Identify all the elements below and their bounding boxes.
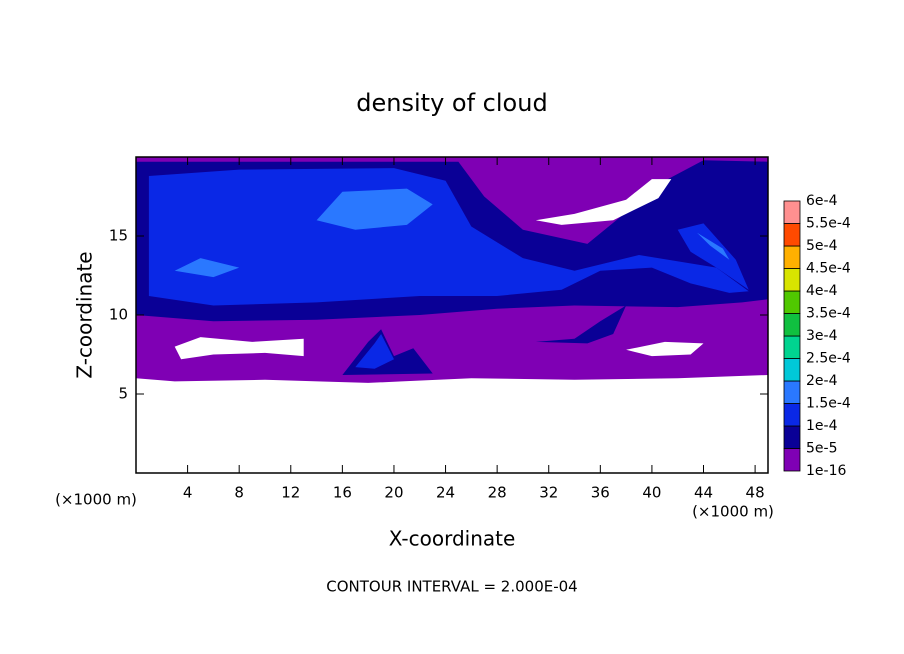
no-data — [626, 341, 704, 357]
y-tick-label: 10 — [109, 306, 128, 324]
colorbar-box — [783, 200, 801, 224]
colorbar-box — [783, 245, 801, 269]
colorbar-label: 1e-4 — [806, 418, 838, 434]
x-tick-label: 12 — [281, 484, 300, 502]
x-tick-label: 44 — [694, 484, 713, 502]
colorbar-box — [783, 268, 801, 292]
y-unit: (×1000 m) — [55, 491, 137, 509]
colorbar-label: 1.5e-4 — [806, 396, 851, 412]
colorbar-label: 3e-4 — [806, 328, 838, 344]
x-tick-label: 16 — [333, 484, 352, 502]
contour-region — [677, 223, 749, 290]
colorbar-label: 4.5e-4 — [806, 261, 851, 277]
contour-region — [535, 305, 627, 344]
no-data — [174, 337, 304, 360]
x-tick-label: 4 — [183, 484, 193, 502]
colorbar-label: 5e-5 — [806, 441, 837, 457]
colorbar-box — [783, 403, 801, 427]
no-data — [535, 179, 672, 225]
x-axis-label: X-coordinate — [389, 527, 516, 551]
y-tick-label: 5 — [118, 385, 128, 403]
colorbar-label: 4e-4 — [806, 283, 838, 299]
no-data — [136, 381, 768, 473]
colorbar-label: 2.5e-4 — [806, 351, 851, 367]
colorbar-box — [783, 290, 801, 314]
colorbar-label: 6e-4 — [806, 193, 838, 209]
x-tick-label: 20 — [384, 484, 403, 502]
y-tick-label: 15 — [109, 227, 128, 245]
colorbar-box — [783, 223, 801, 247]
annotation: CONTOUR INTERVAL = 2.000E-04 — [326, 578, 577, 596]
x-tick-label: 32 — [539, 484, 558, 502]
x-tick-label: 48 — [746, 484, 765, 502]
colorbar-box — [783, 425, 801, 449]
contour-field — [136, 157, 768, 473]
contour-region — [316, 188, 433, 230]
x-tick-label: 28 — [488, 484, 507, 502]
contour-region — [174, 258, 240, 278]
colorbar-box — [783, 335, 801, 359]
x-tick-label: 40 — [642, 484, 661, 502]
contour-region — [355, 334, 394, 369]
x-unit: (×1000 m) — [692, 503, 774, 521]
colorbar-label: 3.5e-4 — [806, 306, 851, 322]
x-tick-label: 24 — [436, 484, 455, 502]
colorbar-label: 1e-16 — [806, 463, 846, 479]
chart-title: density of cloud — [356, 89, 547, 117]
colorbar-label: 2e-4 — [806, 373, 838, 389]
colorbar-box — [783, 448, 801, 472]
contour-region — [697, 232, 730, 260]
x-tick-label: 36 — [591, 484, 610, 502]
y-axis-label: Z-coordinate — [73, 251, 97, 378]
x-tick-label: 8 — [234, 484, 244, 502]
colorbar-box — [783, 380, 801, 404]
colorbar-label: 5e-4 — [806, 238, 838, 254]
colorbar-box — [783, 358, 801, 382]
colorbar-box — [783, 313, 801, 337]
colorbar-label: 5.5e-4 — [806, 216, 851, 232]
contour-region — [148, 168, 749, 306]
